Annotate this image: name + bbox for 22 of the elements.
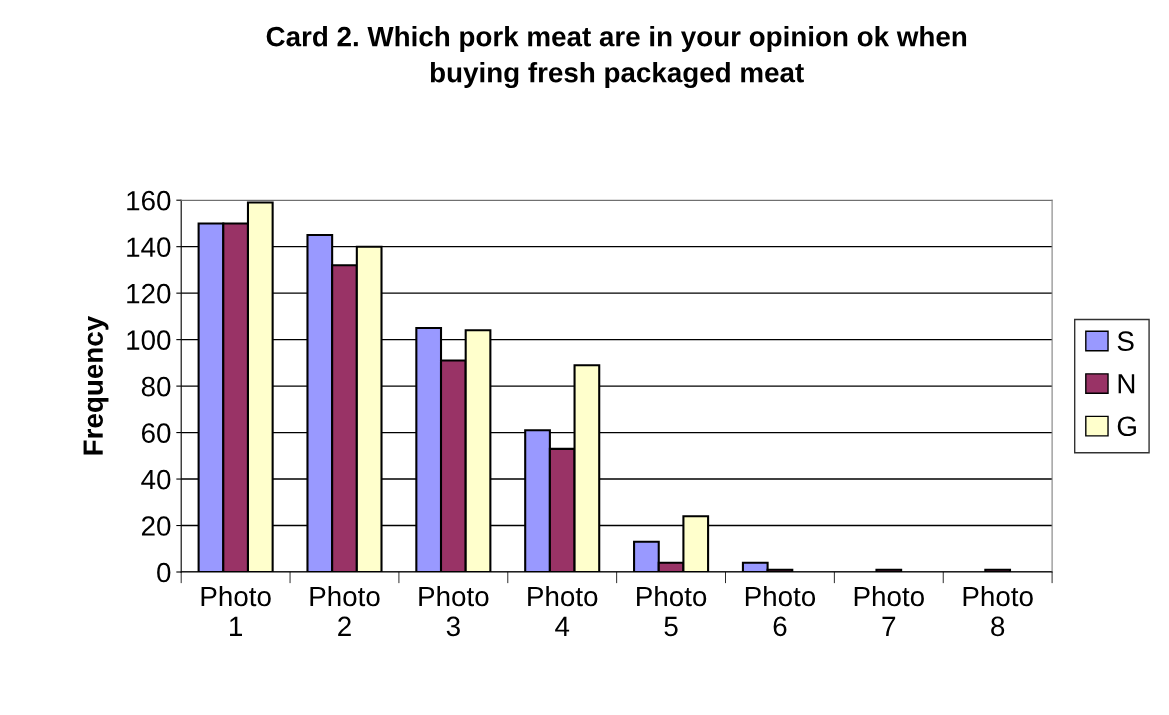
x-tick-label: Photo 6 <box>745 585 816 637</box>
y-tick-label: 80 <box>141 376 171 397</box>
y-tick-label: 40 <box>141 469 171 490</box>
y-tick-label: 0 <box>157 562 171 583</box>
chart-title: Card 2. Which pork meat are in your opinion ok when buying fresh packaged meat <box>266 26 967 89</box>
y-axis-title: Frequency <box>83 316 109 455</box>
y-tick-label: 20 <box>141 516 171 536</box>
legend-label: N <box>1118 374 1135 394</box>
y-tick-label: 160 <box>127 190 171 211</box>
x-tick-label: Photo 3 <box>419 585 489 637</box>
x-tick-label: Photo 4 <box>528 585 598 636</box>
x-tick-label: Photo 8 <box>963 585 1033 637</box>
x-tick-label: Photo 2 <box>310 585 380 636</box>
y-tick-label: 140 <box>127 237 171 258</box>
y-tick-label: 120 <box>127 283 171 304</box>
y-tick-label: 100 <box>127 330 171 350</box>
x-tick-label: Photo 5 <box>637 585 707 637</box>
x-tick-label: Photo 1 <box>201 585 271 636</box>
legend-label: G <box>1117 416 1136 437</box>
legend-label: S <box>1117 331 1134 351</box>
x-tick-label: Photo 7 <box>854 585 924 636</box>
y-tick-label: 60 <box>141 423 171 443</box>
